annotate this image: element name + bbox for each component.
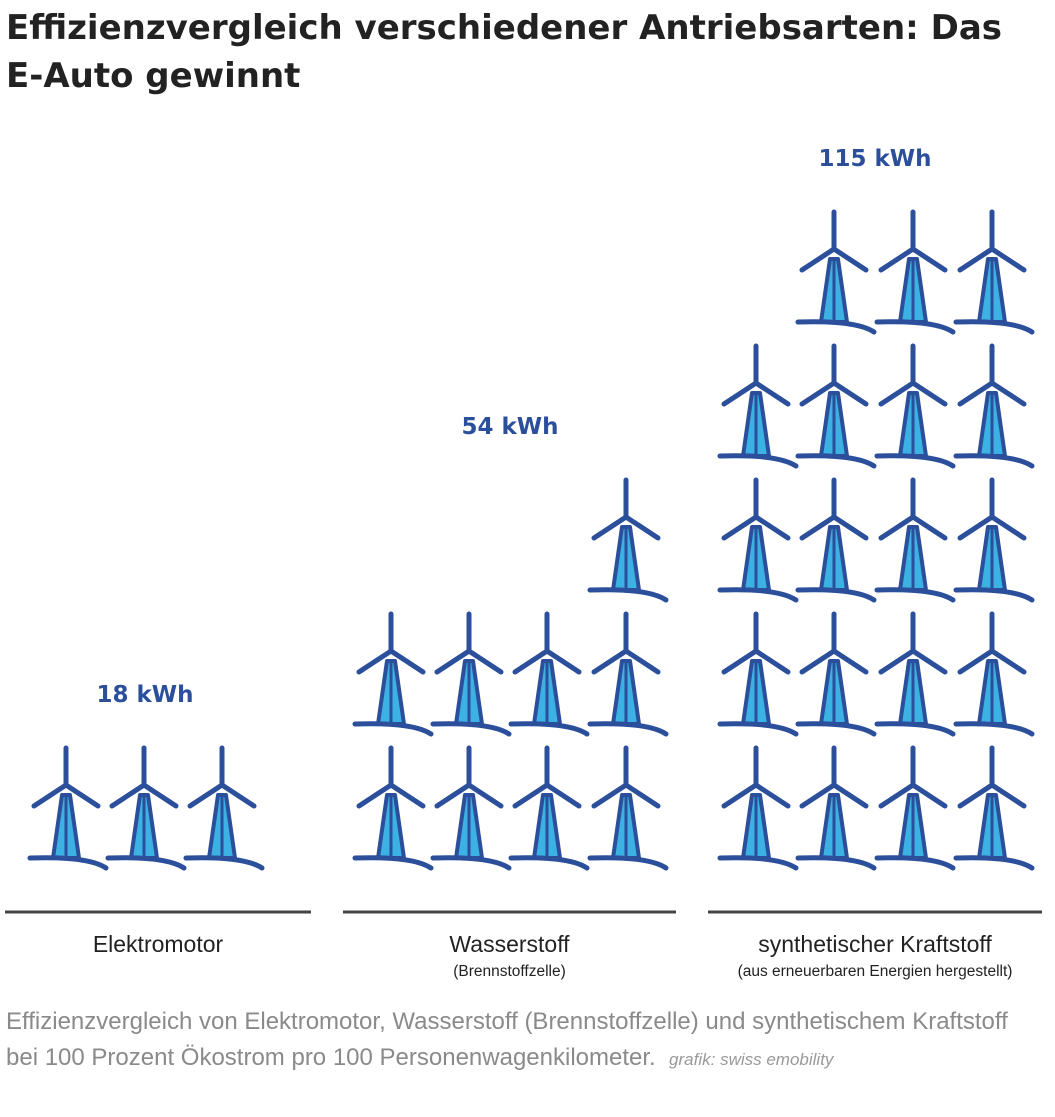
category-sublabel: (Brennstoffzelle) — [453, 963, 566, 980]
category-label: synthetischer Kraftstoff — [758, 931, 992, 957]
category-label: Elektromotor — [93, 931, 224, 957]
value-label: 54 kWh — [461, 414, 558, 440]
wind-turbine-icon — [717, 343, 799, 469]
wind-turbine-icon — [874, 209, 956, 335]
wind-turbine-icon — [953, 477, 1035, 603]
wind-turbine-icon — [795, 343, 877, 469]
wind-turbine-icon — [183, 745, 265, 871]
wind-turbine-icon — [587, 477, 669, 603]
wind-turbine-icon — [953, 745, 1035, 871]
wind-turbine-icon — [430, 745, 512, 871]
wind-turbine-icon — [874, 343, 956, 469]
wind-turbine-icon — [508, 745, 590, 871]
page-title: Effizienzvergleich verschiedener Antrieb… — [6, 8, 1002, 96]
wind-turbine-icon — [27, 745, 109, 871]
pictogram-chart: 18 kWh Elektromotor 54 kWh Wasserstoff (Bren… — [5, 146, 1042, 980]
caption-text: Effizienzvergleich von Elektromotor, Was… — [6, 1008, 1008, 1071]
wind-turbine-icon — [352, 745, 434, 871]
wind-turbine-icon — [587, 745, 669, 871]
image-credit: grafik: swiss emobility — [669, 1050, 834, 1069]
wind-turbine-icon — [953, 343, 1035, 469]
value-label: 115 kWh — [818, 146, 931, 172]
wind-turbine-icon — [953, 209, 1035, 335]
wind-turbine-icon — [352, 611, 434, 737]
wind-turbine-icon — [508, 611, 590, 737]
wind-turbine-icon — [953, 611, 1035, 737]
wind-turbine-icon — [587, 611, 669, 737]
wind-turbine-icon — [874, 477, 956, 603]
wind-turbine-icon — [105, 745, 187, 871]
value-label: 18 kWh — [96, 682, 193, 708]
wind-turbine-icon — [717, 611, 799, 737]
wind-turbine-icon — [795, 745, 877, 871]
wind-turbine-icon — [795, 477, 877, 603]
wind-turbine-icon — [874, 745, 956, 871]
wind-turbine-icon — [795, 209, 877, 335]
figure-caption: Effizienzvergleich von Elektromotor, Was… — [6, 1004, 1046, 1078]
wind-turbine-icon — [717, 745, 799, 871]
category-sublabel: (aus erneuerbaren Energien hergestellt) — [738, 963, 1013, 980]
wind-turbine-icon — [430, 611, 512, 737]
wind-turbine-icon — [795, 611, 877, 737]
category-label: Wasserstoff — [449, 931, 570, 957]
wind-turbine-icon — [717, 477, 799, 603]
wind-turbine-icon — [874, 611, 956, 737]
